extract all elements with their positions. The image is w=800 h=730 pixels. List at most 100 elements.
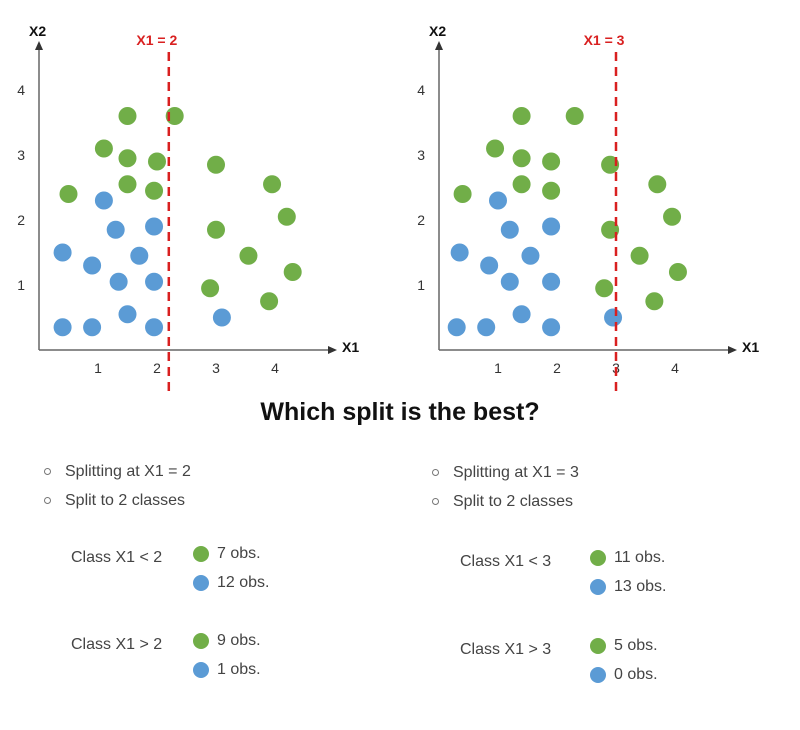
blue-point bbox=[450, 243, 469, 262]
green-point bbox=[59, 185, 78, 203]
left-bullet-list: Splitting at X1 = 2 Split to 2 classes bbox=[44, 457, 191, 515]
blue-point bbox=[542, 217, 561, 236]
y-tick-label: 1 bbox=[17, 277, 25, 293]
x-axis-arrow-icon bbox=[328, 346, 337, 354]
bullet-circle-icon bbox=[432, 498, 439, 505]
green-point bbox=[645, 292, 664, 311]
blue-point bbox=[130, 246, 149, 265]
green-point bbox=[668, 263, 687, 281]
blue-point bbox=[53, 243, 72, 262]
green-point bbox=[118, 149, 137, 168]
green-obs-count: 5 obs. bbox=[614, 637, 658, 654]
green-dot-icon bbox=[590, 638, 606, 654]
green-obs: 11 obs. bbox=[590, 549, 665, 567]
y-tick-label: 3 bbox=[417, 147, 425, 163]
class-label: Class X1 > 3 bbox=[460, 641, 552, 658]
blue-point bbox=[521, 246, 540, 265]
blue-obs: 1 obs. bbox=[193, 661, 261, 679]
green-dot-icon bbox=[590, 550, 606, 566]
blue-point bbox=[106, 220, 125, 239]
green-point bbox=[663, 207, 682, 226]
green-point bbox=[263, 175, 282, 194]
left-scatter-plot: X1 X2 1 2 3 4 1 2 3 4 X1 = 2 bbox=[17, 23, 359, 392]
green-dot-icon bbox=[193, 633, 209, 649]
y-tick-label: 1 bbox=[417, 277, 425, 293]
green-obs-count: 7 obs. bbox=[217, 545, 261, 562]
blue-point bbox=[145, 272, 164, 291]
blue-point bbox=[477, 318, 496, 337]
x-axis-label: X1 bbox=[742, 339, 759, 355]
green-point bbox=[512, 149, 531, 168]
green-point bbox=[239, 246, 258, 265]
y-tick-label: 4 bbox=[417, 82, 425, 98]
green-point bbox=[283, 263, 302, 281]
blue-point bbox=[83, 318, 102, 337]
split-label: X1 = 2 bbox=[136, 32, 177, 48]
blue-obs-count: 0 obs. bbox=[614, 666, 658, 683]
question-heading: Which split is the best? bbox=[260, 398, 540, 426]
split-label: X1 = 3 bbox=[584, 32, 625, 48]
green-point bbox=[277, 207, 296, 226]
right-bullet-item: Splitting at X1 = 3 bbox=[432, 458, 579, 487]
x-tick-label: 2 bbox=[553, 360, 561, 376]
right-bullet-text: Splitting at X1 = 3 bbox=[453, 463, 579, 481]
y-axis-arrow-icon bbox=[435, 41, 443, 50]
blue-point bbox=[53, 318, 72, 337]
blue-dot-icon bbox=[590, 579, 606, 595]
x-tick-label: 1 bbox=[494, 360, 502, 376]
green-point bbox=[148, 152, 166, 171]
blue-obs: 12 obs. bbox=[193, 574, 269, 592]
blue-point bbox=[542, 318, 561, 337]
green-point bbox=[94, 139, 113, 158]
x-tick-label: 4 bbox=[671, 360, 679, 376]
class-label: Class X1 > 2 bbox=[71, 636, 163, 653]
green-point bbox=[542, 181, 561, 200]
green-obs: 9 obs. bbox=[193, 632, 261, 650]
y-axis-label: X2 bbox=[29, 23, 46, 39]
bullet-circle-icon bbox=[44, 497, 51, 504]
y-tick-label: 2 bbox=[17, 212, 25, 228]
blue-point bbox=[604, 308, 623, 327]
green-obs: 7 obs. bbox=[193, 545, 261, 563]
green-obs-count: 9 obs. bbox=[217, 632, 261, 649]
blue-point bbox=[145, 217, 164, 236]
green-point bbox=[595, 279, 614, 298]
left-class-lt: Class X1 < 2 7 obs. 12 obs. bbox=[71, 545, 291, 605]
green-point bbox=[601, 220, 620, 239]
blue-point bbox=[94, 191, 113, 210]
blue-point bbox=[447, 318, 466, 337]
green-point bbox=[542, 152, 561, 171]
green-point bbox=[648, 175, 667, 194]
left-scatter-panel: X1 X2 1 2 3 4 1 2 3 4 X1 = 2 bbox=[0, 0, 400, 400]
left-bullet-item: Split to 2 classes bbox=[44, 486, 191, 515]
green-point bbox=[145, 181, 164, 200]
green-point bbox=[201, 279, 220, 298]
right-bullet-item: Split to 2 classes bbox=[432, 487, 579, 516]
blue-dot-icon bbox=[193, 575, 209, 591]
x-axis-arrow-icon bbox=[728, 346, 737, 354]
blue-point bbox=[145, 318, 164, 337]
green-point bbox=[118, 107, 137, 125]
y-tick-label: 3 bbox=[17, 147, 25, 163]
green-dot-icon bbox=[193, 546, 209, 562]
y-axis-arrow-icon bbox=[35, 41, 43, 50]
green-point bbox=[512, 175, 531, 194]
bullet-circle-icon bbox=[432, 469, 439, 476]
green-point bbox=[165, 107, 184, 125]
left-bullet-text: Splitting at X1 = 2 bbox=[65, 462, 191, 480]
x-axis-label: X1 bbox=[342, 339, 359, 355]
blue-point bbox=[212, 308, 231, 327]
green-point bbox=[207, 220, 225, 239]
bullet-circle-icon bbox=[44, 468, 51, 475]
green-point bbox=[118, 175, 137, 194]
blue-point bbox=[542, 272, 561, 291]
blue-point bbox=[489, 191, 507, 210]
blue-dot-icon bbox=[590, 667, 606, 683]
green-point bbox=[512, 107, 531, 125]
left-bullet-text: Split to 2 classes bbox=[65, 491, 186, 509]
blue-point bbox=[480, 256, 499, 275]
right-class-lt: Class X1 < 3 11 obs. 13 obs. bbox=[460, 549, 700, 609]
green-point bbox=[260, 292, 279, 311]
